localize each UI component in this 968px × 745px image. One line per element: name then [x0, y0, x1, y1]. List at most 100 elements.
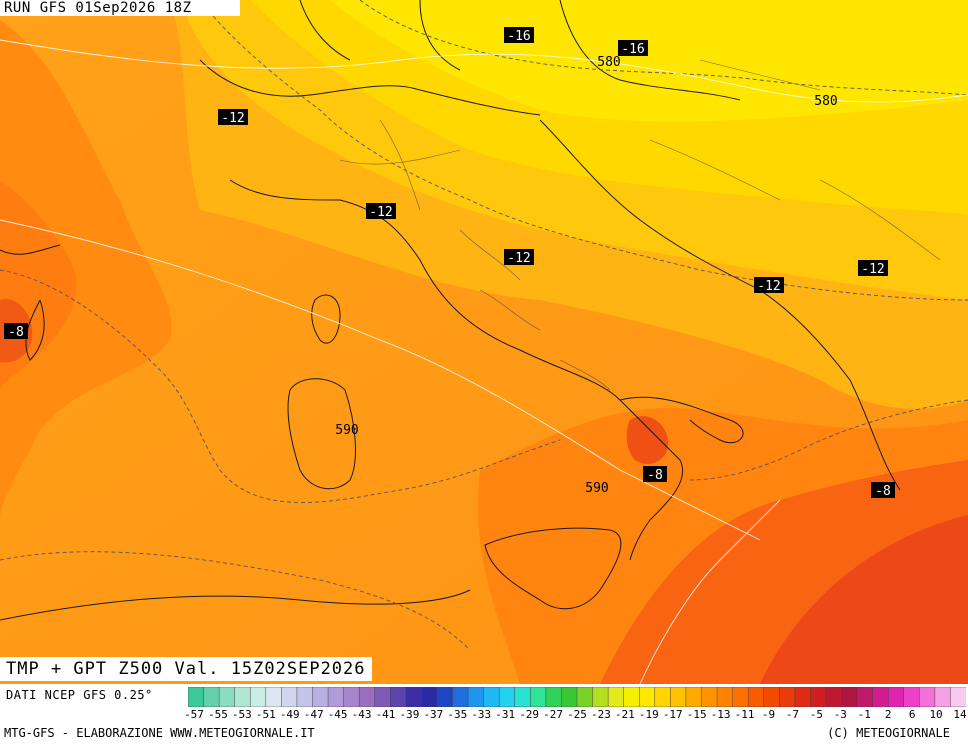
temp-label: -16	[504, 27, 534, 44]
legend-tick-label: -41	[375, 708, 396, 721]
legend-swatch	[716, 687, 734, 707]
legend-tick-label: -17	[662, 708, 683, 721]
legend-swatch	[561, 687, 578, 707]
legend-tick-label: -37	[423, 708, 444, 721]
legend-swatch	[296, 687, 314, 707]
legend-tick-label: -13	[710, 708, 731, 721]
legend-swatch	[530, 687, 547, 707]
legend-tick-label: -51	[255, 708, 276, 721]
legend-swatch	[188, 687, 205, 707]
legend-tick-label: -11	[734, 708, 755, 721]
legend-tick-label: 14	[953, 708, 967, 721]
legend-swatch	[390, 687, 407, 707]
legend-swatch	[218, 687, 236, 707]
svg-text:-8: -8	[875, 484, 891, 499]
legend-tick-label: 10	[929, 708, 943, 721]
svg-text:-16: -16	[621, 42, 644, 57]
legend-tick-label: -27	[543, 708, 563, 721]
svg-text:-12: -12	[369, 205, 392, 220]
legend-swatch	[452, 687, 469, 707]
legend-tick-label: -47	[303, 708, 324, 721]
isotherms	[0, 0, 968, 651]
data-source-label: DATI NCEP GFS 0.25°	[6, 688, 153, 702]
geopotential-contours	[0, 39, 968, 684]
map-title: TMP + GPT Z500 Val. 15Z02SEP2026	[0, 657, 372, 681]
svg-text:-8: -8	[8, 325, 24, 340]
legend-swatch	[545, 687, 563, 707]
legend-tick-label: -15	[686, 708, 707, 721]
legend-swatch	[405, 687, 423, 707]
legend-swatch	[498, 687, 516, 707]
legend-swatch	[701, 687, 718, 707]
run-label: RUN GFS 01Sep2026 18Z	[0, 0, 240, 16]
legend-tick-label: -1	[857, 708, 871, 721]
legend-tick-label: -35	[447, 708, 468, 721]
legend-tick-label: -19	[638, 708, 659, 721]
legend-swatch	[934, 687, 952, 707]
legend-tick-label: -39	[399, 708, 420, 721]
legend-tick-label: -31	[495, 708, 516, 721]
legend-swatch	[856, 687, 874, 707]
height-label: 580	[814, 94, 837, 109]
legend-swatch	[887, 687, 905, 707]
temp-label: -12	[366, 203, 396, 220]
legend-tick-label: -45	[327, 708, 348, 721]
legend-swatch	[312, 687, 329, 707]
legend-tick-label: -33	[471, 708, 492, 721]
legend-swatch	[623, 687, 640, 707]
legend-swatch	[576, 687, 594, 707]
legend-swatch	[436, 687, 454, 707]
legend-swatch	[794, 687, 812, 707]
footer-credit: MTG-GFS - ELABORAZIONE WWW.METEOGIORNALE…	[4, 726, 315, 740]
legend-tick-label: -55	[208, 708, 228, 721]
svg-text:-12: -12	[861, 262, 884, 277]
legend-swatch	[358, 687, 376, 707]
legend-swatch	[483, 687, 500, 707]
legend-swatch	[841, 687, 858, 707]
svg-text:-8: -8	[647, 468, 663, 483]
height-label: 590	[585, 481, 608, 496]
legend-swatch	[203, 687, 220, 707]
height-label: 580	[597, 55, 620, 70]
legend-swatch	[343, 687, 360, 707]
height-label: 590	[335, 423, 358, 438]
legend-swatch	[810, 687, 827, 707]
legend-swatch	[685, 687, 703, 707]
temp-label: -12	[858, 260, 888, 277]
temp-label: -12	[218, 109, 248, 126]
temp-label: -8	[643, 466, 667, 483]
legend-swatch	[903, 687, 921, 707]
temp-label: -16	[618, 40, 648, 57]
legend-swatch	[670, 687, 687, 707]
legend-tick-label: -21	[614, 708, 635, 721]
legend-tick-label: -9	[761, 708, 776, 721]
admin-borders	[339, 59, 941, 391]
legend-swatch	[234, 687, 251, 707]
legend-tick-label: -7	[785, 708, 800, 721]
legend-swatch	[763, 687, 781, 707]
color-legend	[188, 687, 966, 707]
legend-tick-label: -23	[591, 708, 611, 721]
legend-tick-label: -29	[519, 708, 540, 721]
svg-text:-16: -16	[507, 29, 530, 44]
legend-tick-label: -3	[833, 708, 847, 721]
legend-swatch	[265, 687, 283, 707]
legend-swatch	[779, 687, 796, 707]
temp-label: -8	[4, 323, 28, 340]
height-labels: 580 580 590 590	[335, 55, 837, 496]
legend-swatch	[654, 687, 672, 707]
legend-swatch	[249, 687, 267, 707]
legend-swatch	[421, 687, 438, 707]
temperature-labels: -16 -16 -12 -12 -12 -12 -12 -8 -8 -8	[4, 27, 895, 499]
footer-copyright: (C) METEOGIORNALE	[827, 726, 950, 740]
temperature-map: -16 -16 -12 -12 -12 -12 -12 -8 -8 -8 580…	[0, 0, 968, 684]
legend-swatch	[374, 687, 392, 707]
legend-swatch	[732, 687, 749, 707]
legend-swatch	[607, 687, 625, 707]
legend-swatch	[825, 687, 843, 707]
hot-region-southeast	[760, 515, 968, 684]
legend-swatch	[514, 687, 532, 707]
legend-tick-labels: -57 -55 -53 -51 -49 -47 -45 -43 -41 -39 -37 -35 -33-…	[184, 708, 967, 722]
legend-tick-label: -49	[279, 708, 300, 721]
